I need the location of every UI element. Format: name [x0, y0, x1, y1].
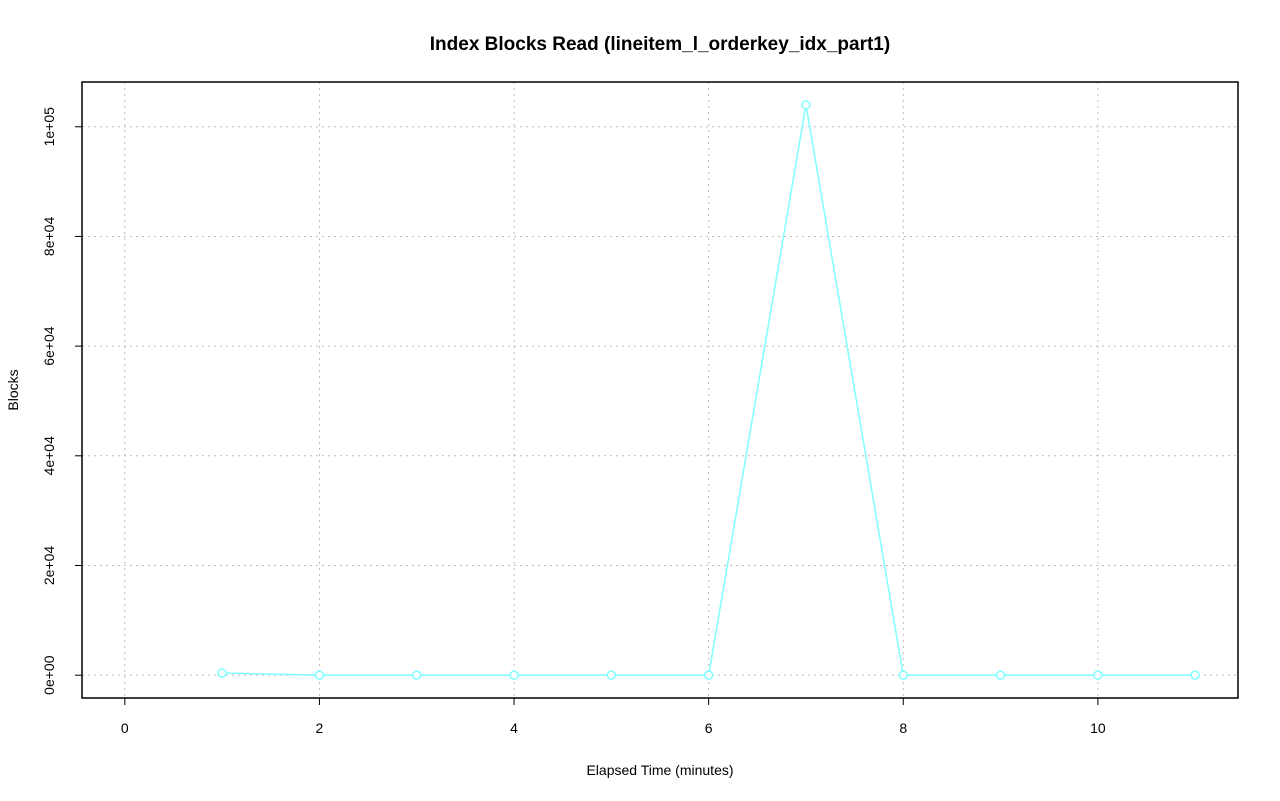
y-tick-label: 1e+05: [41, 107, 57, 147]
x-tick-label: 8: [899, 720, 907, 736]
y-tick-label: 0e+00: [41, 655, 57, 695]
x-tick-label: 2: [316, 720, 324, 736]
y-tick-label: 6e+04: [41, 326, 57, 366]
point: [898, 670, 909, 680]
y-tick-label: 2e+04: [41, 546, 57, 586]
x-axis-label: Elapsed Time (minutes): [586, 762, 733, 778]
point: [411, 670, 422, 680]
point: [1190, 670, 1200, 680]
point: [1093, 670, 1103, 680]
plot-frame: [81, 81, 1239, 699]
x-tick-label: 6: [705, 720, 713, 736]
x-tick-label: 0: [121, 720, 129, 736]
x-tick-label: 4: [510, 720, 518, 736]
y-axis-label: Blocks: [5, 369, 21, 410]
point: [509, 670, 519, 680]
point: [703, 670, 714, 680]
point: [995, 670, 1006, 680]
point: [217, 668, 227, 678]
y-tick-label: 8e+04: [41, 217, 57, 257]
point: [801, 100, 811, 110]
point: [314, 670, 325, 680]
x-tick-label: 10: [1090, 720, 1106, 736]
chart-title: Index Blocks Read (lineitem_l_orderkey_i…: [430, 34, 890, 55]
y-tick-label: 4e+04: [41, 436, 57, 476]
point: [606, 670, 617, 680]
